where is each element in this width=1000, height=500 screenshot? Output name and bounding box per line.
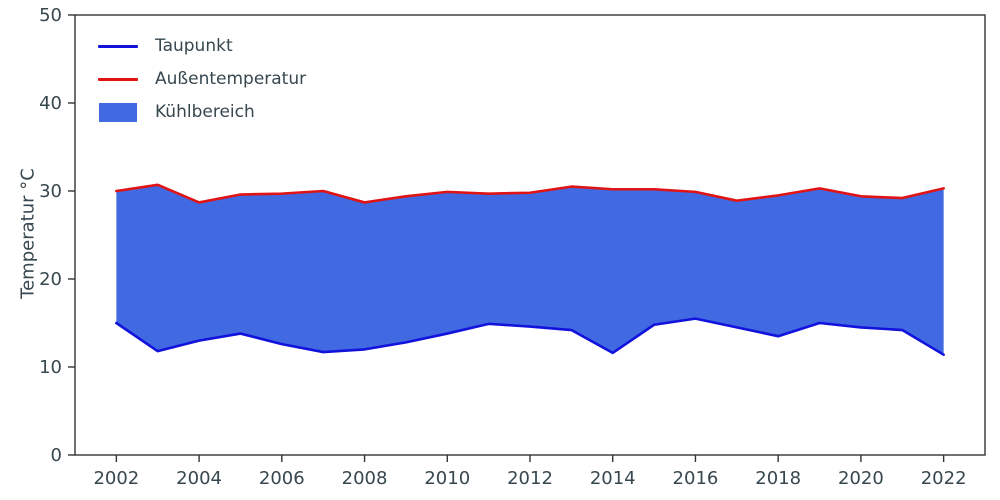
aussentemperatur-swatch-box bbox=[95, 78, 141, 81]
x-tick-label: 2014 bbox=[590, 468, 636, 489]
y-tick-label: 50 bbox=[39, 5, 62, 26]
y-tick-label: 20 bbox=[39, 269, 62, 290]
x-tick-label: 2008 bbox=[342, 468, 388, 489]
taupunkt-line bbox=[115, 317, 945, 356]
aussentemperatur-line-swatch bbox=[98, 78, 138, 81]
kuehlbereich-area bbox=[116, 184, 944, 355]
y-axis-label: Temperatur °C bbox=[17, 168, 39, 299]
x-tick-label: 2004 bbox=[176, 468, 222, 489]
y-tick-label: 30 bbox=[39, 181, 62, 202]
legend-item-taupunkt: Taupunkt bbox=[95, 36, 306, 57]
legend-label-aussentemperatur: Außentemperatur bbox=[155, 69, 307, 89]
x-tick-label: 2012 bbox=[507, 468, 553, 489]
taupunkt-line-swatch bbox=[98, 45, 138, 48]
x-tick-label: 2020 bbox=[838, 468, 884, 489]
x-tick-label: 2016 bbox=[673, 468, 719, 489]
x-tick-label: 2022 bbox=[921, 468, 967, 489]
legend: Taupunkt Außentemperatur Kühlbereich bbox=[95, 36, 306, 123]
legend-label-taupunkt: Taupunkt bbox=[155, 36, 233, 56]
legend-label-kuehlbereich: Kühlbereich bbox=[155, 102, 255, 122]
x-tick-label: 2006 bbox=[259, 468, 305, 489]
x-tick-label: 2002 bbox=[93, 468, 139, 489]
y-tick-label: 10 bbox=[39, 357, 62, 378]
x-tick-label: 2010 bbox=[424, 468, 470, 489]
kuehlbereich-patch-swatch bbox=[99, 103, 137, 122]
y-tick-label: 40 bbox=[39, 93, 62, 114]
x-tick-label: 2018 bbox=[755, 468, 801, 489]
taupunkt-swatch-box bbox=[95, 45, 141, 48]
kuehlbereich-swatch-box bbox=[95, 103, 141, 122]
y-tick-label: 0 bbox=[51, 445, 62, 466]
aussentemperatur-line bbox=[115, 183, 945, 204]
legend-item-aussentemperatur: Außentemperatur bbox=[95, 69, 306, 90]
legend-item-kuehlbereich: Kühlbereich bbox=[95, 102, 306, 123]
